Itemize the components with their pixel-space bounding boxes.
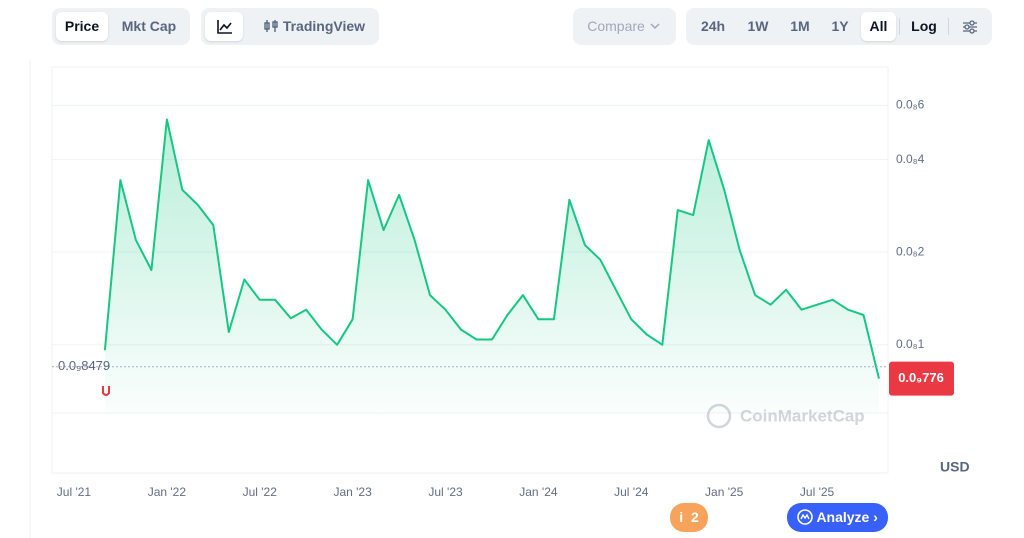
candle-icon — [264, 20, 278, 32]
currency-label: USD — [940, 459, 970, 475]
divider — [899, 18, 900, 35]
mode-toggle: TradingView — [201, 8, 379, 45]
range-button[interactable]: 24h — [700, 18, 726, 34]
plot-frame — [51, 66, 889, 474]
x-tick-label: Jan '23 — [333, 485, 372, 499]
x-tick-label: Jul '25 — [800, 485, 835, 499]
area — [104, 119, 879, 413]
analyze-button[interactable]: Analyze › — [787, 503, 888, 532]
last-price-box — [889, 361, 954, 396]
x-tick-label: Jul '22 — [243, 485, 278, 499]
chevron — [650, 23, 660, 30]
line-mode-button[interactable] — [205, 12, 243, 41]
y-tick-label: 0.0₈6 — [896, 98, 925, 112]
view-button[interactable]: Price — [56, 12, 108, 41]
watermark-text: CoinMarketCap — [740, 406, 865, 425]
compare-label: Compare — [587, 18, 645, 34]
range-toggle: 24h 1W 1M 1Y All Log — [686, 8, 992, 45]
compare-dropdown[interactable]: Compare — [573, 8, 676, 45]
reference-label: 0.0₉8479 — [58, 358, 110, 373]
events-badge[interactable]: i 2 — [670, 503, 708, 532]
mode-label: TradingView — [282, 18, 366, 34]
y-tick-label: 0.0₈4 — [896, 152, 925, 166]
range-button[interactable]: 1M — [790, 18, 810, 34]
x-tick-label: Jan '24 — [519, 485, 558, 499]
x-tick-label: Jul '24 — [614, 485, 649, 499]
last-price-label: 0.0₉776 — [898, 370, 944, 385]
price-line — [103, 118, 880, 379]
x-tick-label: Jul '21 — [57, 485, 92, 499]
event-marker — [102, 386, 110, 396]
log-button[interactable]: Log — [911, 18, 937, 34]
x-tick-label: Jan '25 — [705, 485, 744, 499]
divider — [948, 18, 949, 35]
x-tick-label: Jul '23 — [428, 485, 463, 499]
analyze-icon — [797, 509, 813, 525]
y-tick-label: 0.0₈2 — [896, 244, 925, 258]
view-toggle: Price Mkt Cap — [52, 8, 190, 45]
line-icon — [217, 20, 232, 34]
candle-mode-button[interactable]: TradingView — [253, 12, 375, 41]
analyze-label: Analyze — [816, 509, 870, 525]
watermark: CoinMarketCap — [706, 403, 865, 429]
events-count: 2 — [690, 509, 699, 525]
settings-icon[interactable] — [962, 19, 978, 35]
range-button[interactable]: All — [861, 12, 896, 41]
y-tick-label: 0.0₈1 — [896, 337, 925, 351]
range-button[interactable]: 1W — [747, 18, 769, 34]
range-button[interactable]: 1Y — [831, 18, 849, 34]
view-button[interactable]: Mkt Cap — [121, 18, 177, 34]
x-tick-label: Jan '22 — [148, 485, 187, 499]
